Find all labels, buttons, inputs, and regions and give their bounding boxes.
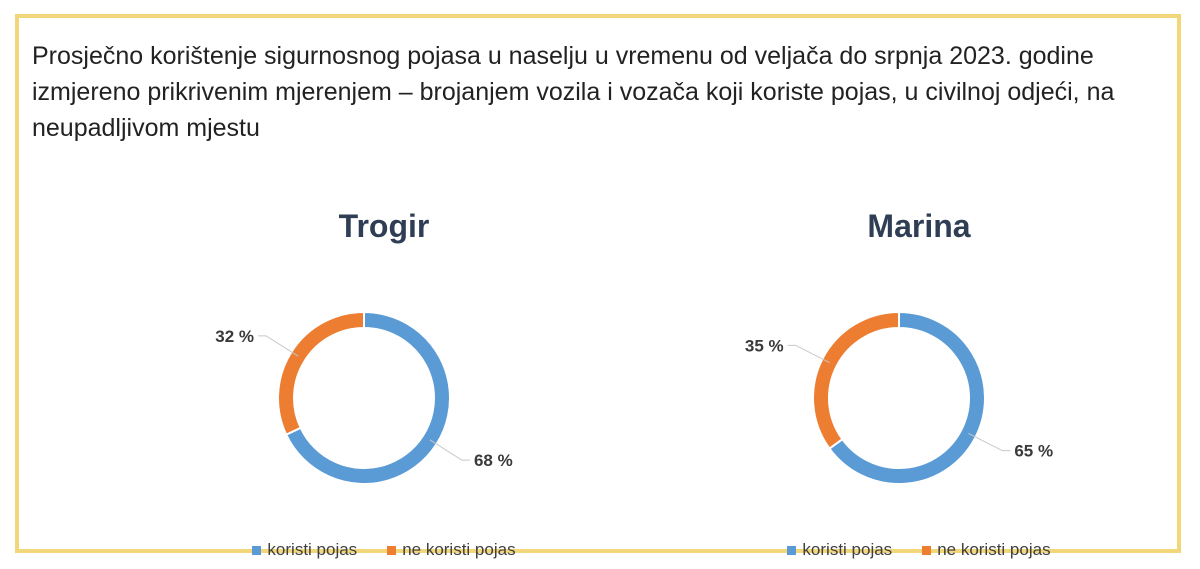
legend-item-koristi: koristi pojas: [787, 540, 892, 560]
chart-legend: koristi pojas ne koristi pojas: [699, 540, 1139, 560]
data-label: 35 %: [745, 336, 784, 355]
legend-swatch-koristi: [787, 545, 797, 555]
data-label: 68 %: [474, 451, 513, 470]
chart-title: Trogir: [338, 208, 430, 244]
leader-line: [258, 335, 299, 357]
slice-koristi-pojas: [284, 310, 451, 485]
slice-ne-koristi-pojas: [812, 310, 900, 450]
chart-title: Marina: [867, 208, 971, 244]
legend-label: ne koristi pojas: [402, 540, 516, 559]
leader-line: [968, 432, 1011, 452]
legend-item-ne-koristi: ne koristi pojas: [387, 540, 516, 560]
legend-swatch-ne-koristi: [387, 545, 397, 555]
legend-swatch-ne-koristi: [922, 545, 932, 555]
leader-line: [429, 439, 470, 461]
leader-line: [787, 344, 830, 364]
legend-label: koristi pojas: [802, 540, 893, 559]
legend-swatch-koristi: [252, 545, 262, 555]
data-label: 32 %: [215, 327, 254, 346]
chart-marina: Marina 65 % 35 % koristi pojas ne koristi…: [699, 208, 1139, 568]
legend-label: ne koristi pojas: [937, 540, 1051, 559]
chart-trogir: Trogir 68 % 32 % koristi pojas ne koristi…: [164, 208, 604, 568]
donut-svg: 68 % 32 %: [215, 310, 513, 485]
legend-item-koristi: koristi pojas: [252, 540, 357, 560]
chart-legend: koristi pojas ne koristi pojas: [164, 540, 604, 560]
slice-ne-koristi-pojas: [277, 310, 365, 436]
donut-svg: 65 % 35 %: [745, 310, 1053, 485]
chart-frame: Prosječno korištenje sigurnosnog pojasa …: [15, 14, 1181, 559]
legend-item-ne-koristi: ne koristi pojas: [922, 540, 1051, 560]
legend-label: koristi pojas: [267, 540, 358, 559]
data-label: 65 %: [1014, 442, 1053, 461]
page-heading: Prosječno korištenje sigurnosnog pojasa …: [32, 42, 1115, 142]
